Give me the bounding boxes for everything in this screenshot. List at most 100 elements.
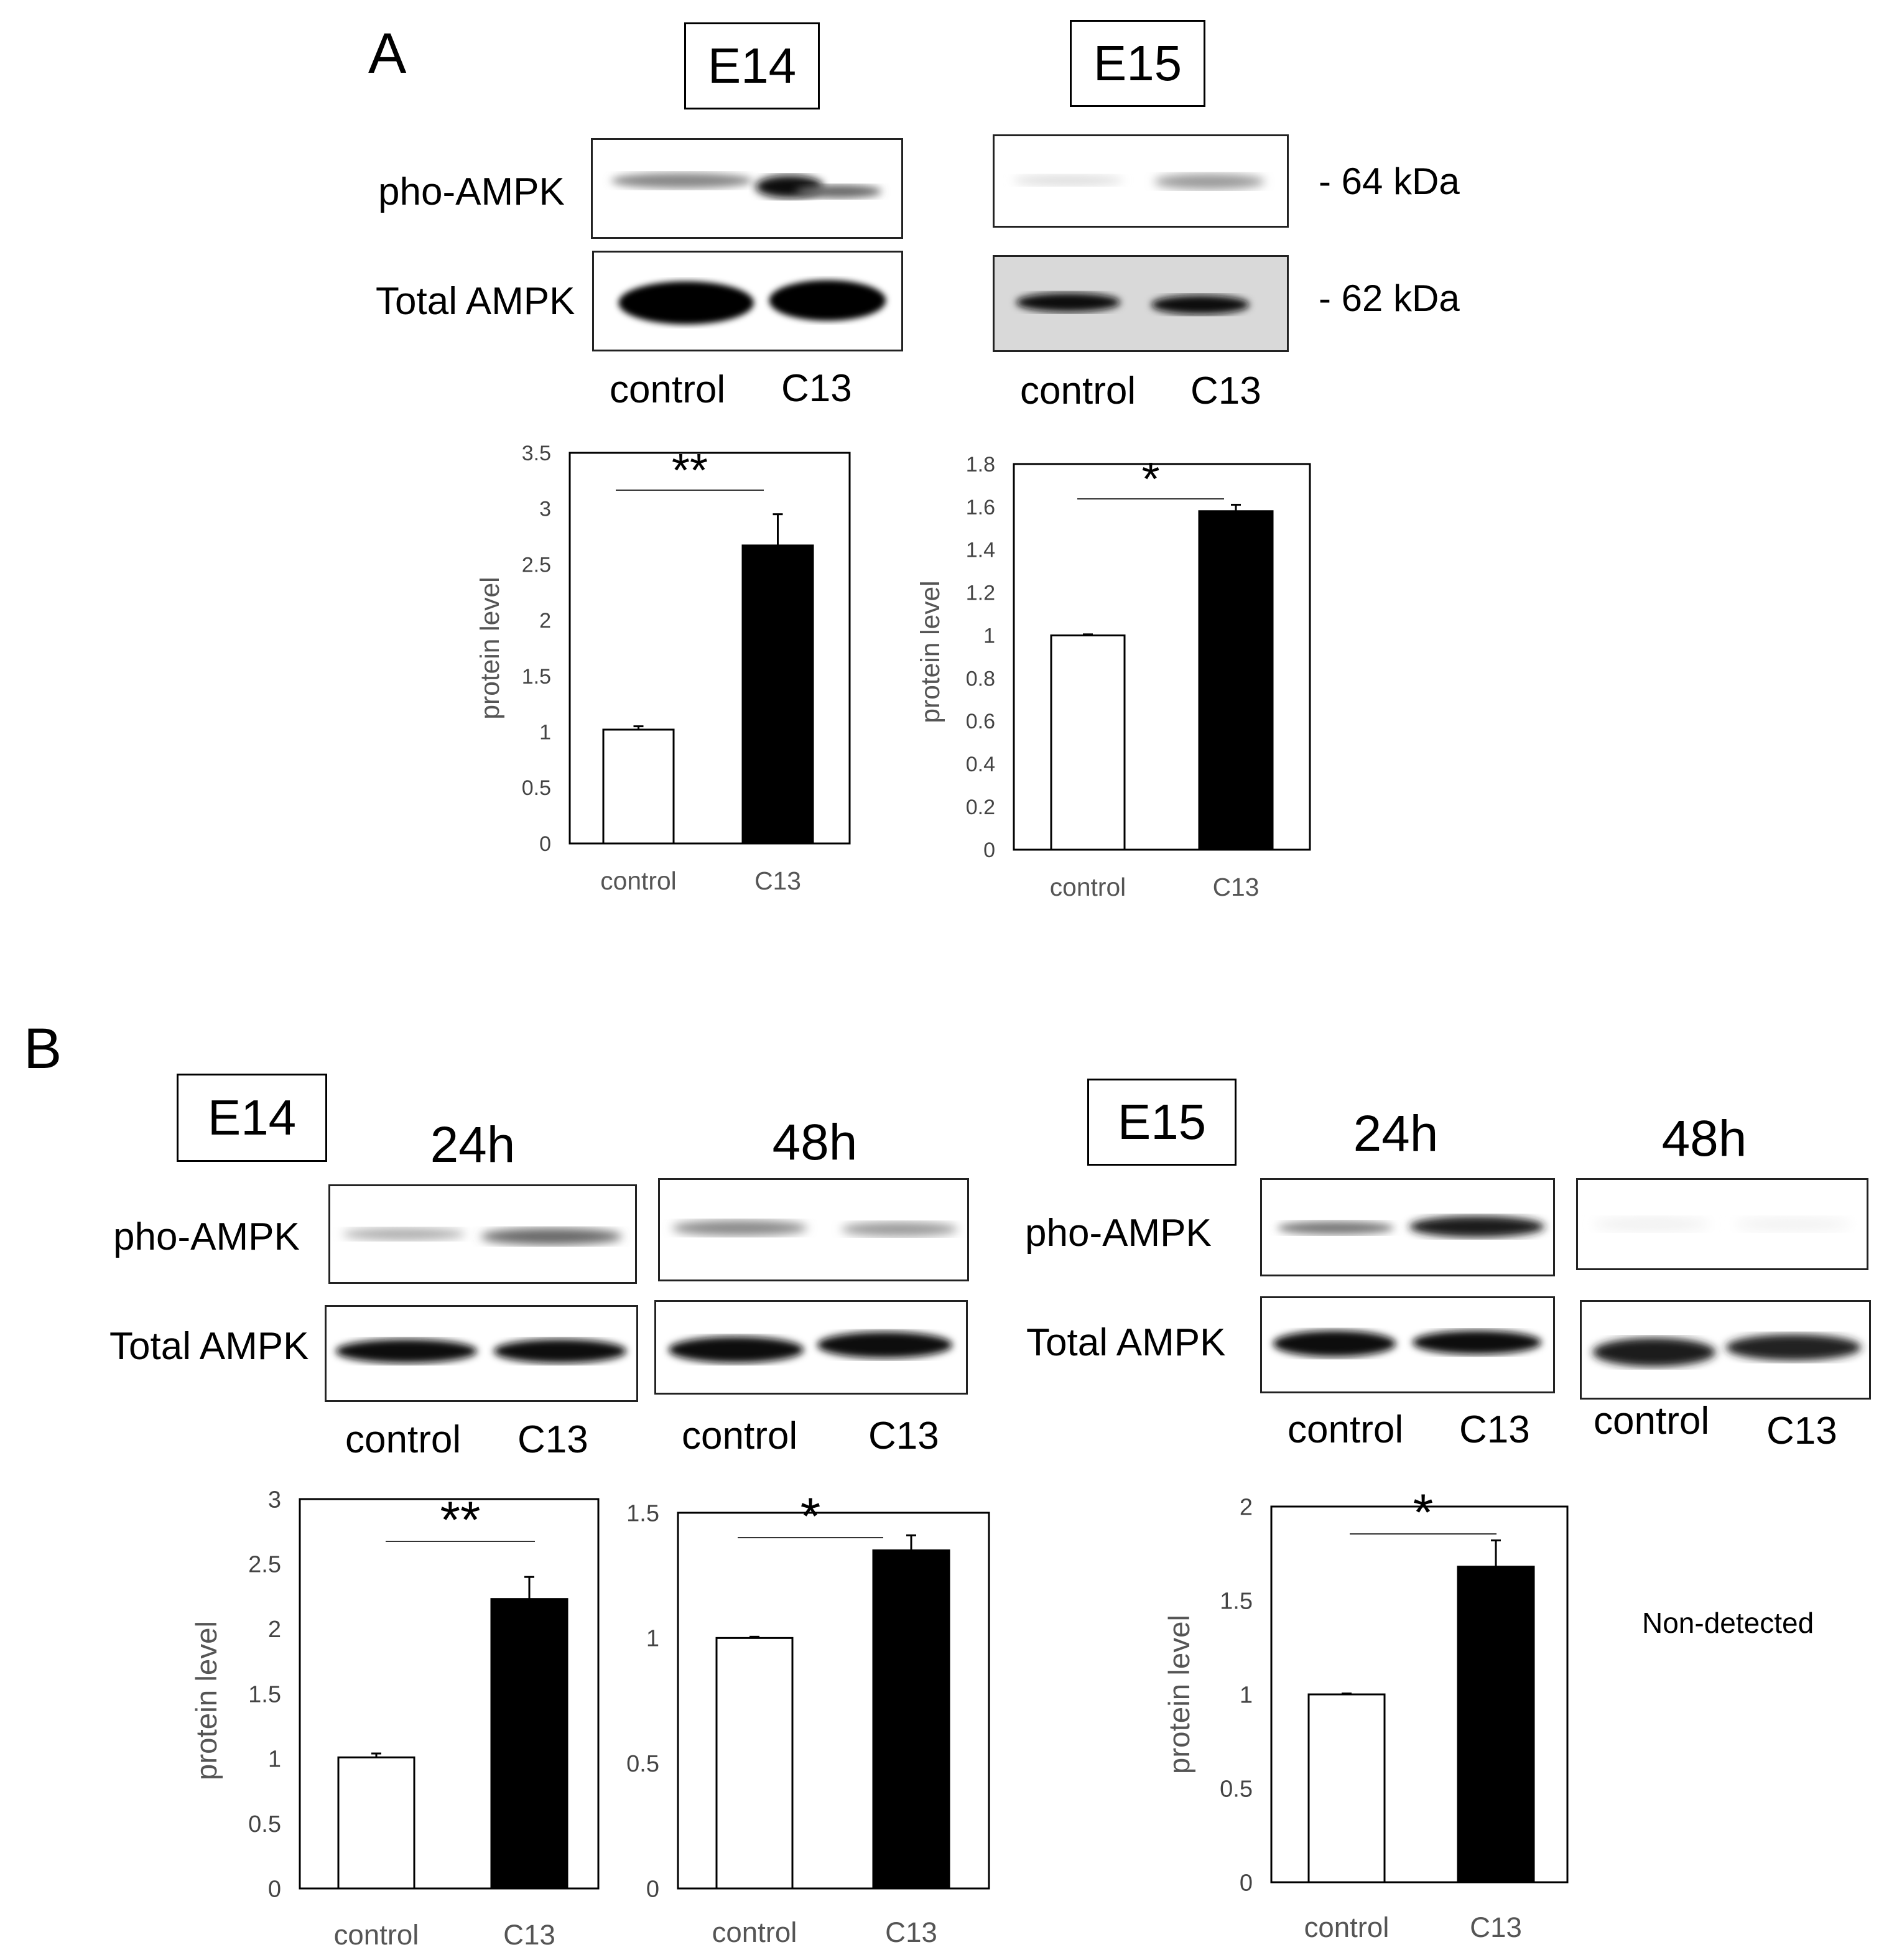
y-tick-label: 1 <box>268 1747 281 1773</box>
chart-b-e15-24h: 0 0.5 1 1.5 2 protein level control C13 * <box>1163 1483 1569 1943</box>
x-tick-label: C13 <box>885 1916 937 1948</box>
significance-stars: * <box>1141 453 1159 505</box>
y-tick-label: 2.5 <box>248 1552 281 1578</box>
x-tick-label: control <box>712 1916 797 1948</box>
blot-b-e15-24h-total-ampk <box>1260 1296 1555 1393</box>
y-tick-label: 1 <box>539 720 551 744</box>
significance-stars: ** <box>672 444 708 496</box>
panel-b-e15-stage-label: E15 <box>1117 1094 1207 1150</box>
y-tick-label: 0 <box>539 832 551 856</box>
panel-b-e14-24h-lane-control: control <box>345 1418 462 1461</box>
y-tick-label: 0 <box>983 838 995 862</box>
blot-a-e15-pho-ampk <box>993 134 1289 228</box>
panel-a-letter: A <box>368 22 407 85</box>
bar-control <box>602 728 675 845</box>
panel-a-e15-stage-label: E15 <box>1093 35 1182 91</box>
y-axis-label: protein level <box>190 1621 223 1780</box>
y-tick-label: 0.4 <box>966 753 995 776</box>
plot-frame <box>677 1512 990 1890</box>
panel-b-e15-48h-lane-control: control <box>1594 1400 1710 1442</box>
y-tick-label: 1.4 <box>966 539 995 562</box>
panel-a-e14-stage-label: E14 <box>707 38 797 93</box>
panel-a-e14-lane-c13: C13 <box>781 367 852 410</box>
blot-b-e14-24h-total-ampk <box>325 1305 638 1402</box>
y-tick-label: 1.2 <box>966 582 995 605</box>
y-tick-label: 3 <box>539 498 551 521</box>
panel-b-e15-48h-label: 48h <box>1661 1110 1747 1167</box>
panel-a-pho-ampk-label: pho-AMPK <box>378 170 565 213</box>
y-tick-label: 1.5 <box>248 1681 281 1707</box>
panel-b-e15-stage-box: E15 <box>1087 1079 1237 1166</box>
blot-b-e15-24h-pho-ampk <box>1260 1178 1555 1276</box>
bar-control <box>337 1756 415 1890</box>
y-tick-label: 0.8 <box>966 667 995 690</box>
panel-b-e14-pho-ampk-label: pho-AMPK <box>113 1215 300 1258</box>
y-tick-label: 0 <box>646 1876 659 1902</box>
chart-a-e15: 0 0.2 0.4 0.6 0.8 1 1.2 1.4 1.6 1.8 protein level c… <box>916 453 1311 901</box>
panel-b-e15-48h-lane-c13: C13 <box>1766 1410 1837 1452</box>
y-tick-label: 2 <box>268 1617 281 1643</box>
plot-frame <box>1013 463 1311 851</box>
y-tick-label: 1.6 <box>966 496 995 519</box>
panel-a-e15-stage-box: E15 <box>1070 20 1205 107</box>
y-tick-label: 3.5 <box>522 442 551 465</box>
y-tick-label: 0.5 <box>1220 1776 1253 1802</box>
bar-c13 <box>872 1549 950 1890</box>
x-tick-label: C13 <box>503 1919 555 1951</box>
y-tick-label: 1.5 <box>1220 1588 1253 1614</box>
panel-b-letter: B <box>24 1017 62 1080</box>
blot-b-e14-24h-pho-ampk <box>328 1184 637 1284</box>
x-tick-label: C13 <box>1470 1911 1522 1943</box>
bar-c13 <box>490 1598 568 1890</box>
marker-62-kda: - 62 kDa <box>1319 277 1460 319</box>
bar-control <box>715 1637 794 1890</box>
x-tick-label: control <box>1304 1911 1390 1943</box>
panel-b-e15-24h-label: 24h <box>1353 1105 1439 1162</box>
blot-a-e15-total-ampk <box>993 255 1289 352</box>
significance-stars: * <box>800 1487 821 1545</box>
panel-a-e14-lane-control: control <box>610 368 726 411</box>
bar-control <box>1307 1693 1386 1883</box>
y-tick-label: 1.5 <box>522 665 551 689</box>
y-tick-label: 1 <box>646 1626 659 1652</box>
panel-b-e14-48h-lane-control: control <box>682 1414 798 1457</box>
significance-stars: * <box>1413 1483 1434 1541</box>
blot-b-e15-48h-total-ampk <box>1580 1300 1871 1400</box>
panel-a-e15-lane-c13: C13 <box>1190 369 1261 412</box>
panel-a-e14-stage-box: E14 <box>684 22 820 109</box>
significance-stars: ** <box>440 1490 480 1549</box>
panel-b-e15-total-ampk-label: Total AMPK <box>1026 1321 1226 1364</box>
plot-frame <box>299 1498 600 1890</box>
blot-b-e14-48h-pho-ampk <box>658 1178 969 1281</box>
chart-b-e14-24h: 0 0.5 1 1.5 2 2.5 3 protein level control C13 ** <box>190 1487 600 1951</box>
panel-b-e15-24h-lane-control: control <box>1288 1408 1404 1451</box>
y-axis-label: protein level <box>476 577 505 719</box>
y-tick-label: 0 <box>1240 1870 1253 1896</box>
panel-b-e14-24h-label: 24h <box>430 1117 516 1173</box>
panel-b-e14-48h-label: 48h <box>772 1114 858 1171</box>
marker-64-kda: - 64 kDa <box>1319 160 1460 202</box>
blot-b-e15-48h-pho-ampk <box>1576 1178 1868 1270</box>
panel-b-e14-stage-label: E14 <box>207 1090 297 1145</box>
y-tick-label: 0.5 <box>626 1751 659 1777</box>
y-tick-label: 0.5 <box>522 776 551 800</box>
bar-c13 <box>1198 510 1274 851</box>
y-tick-label: 0.2 <box>966 796 995 819</box>
panel-b-e14-total-ampk-label: Total AMPK <box>109 1325 309 1368</box>
panel-b-e15-48h-non-detected: Non-detected <box>1642 1607 1814 1639</box>
chart-a-e14: 0 0.5 1 1.5 2 2.5 3 3.5 protein level control C13 *… <box>476 442 851 895</box>
x-tick-label: control <box>600 866 676 895</box>
y-tick-label: 0.6 <box>966 710 995 733</box>
panel-b-e15-pho-ampk-label: pho-AMPK <box>1025 1212 1212 1255</box>
x-tick-label: C13 <box>754 866 801 895</box>
y-axis-label: protein level <box>1163 1615 1196 1774</box>
bar-control <box>1050 634 1126 851</box>
plot-frame <box>1270 1505 1569 1883</box>
panel-b-e15-24h-lane-c13: C13 <box>1459 1408 1530 1451</box>
bar-c13 <box>1457 1566 1535 1883</box>
y-tick-label: 1.8 <box>966 453 995 476</box>
y-tick-label: 3 <box>268 1487 281 1513</box>
panel-b-e14-48h-lane-c13: C13 <box>868 1414 939 1457</box>
panel-b-e14-24h-lane-c13: C13 <box>517 1418 588 1461</box>
blot-b-e14-48h-total-ampk <box>654 1300 968 1395</box>
